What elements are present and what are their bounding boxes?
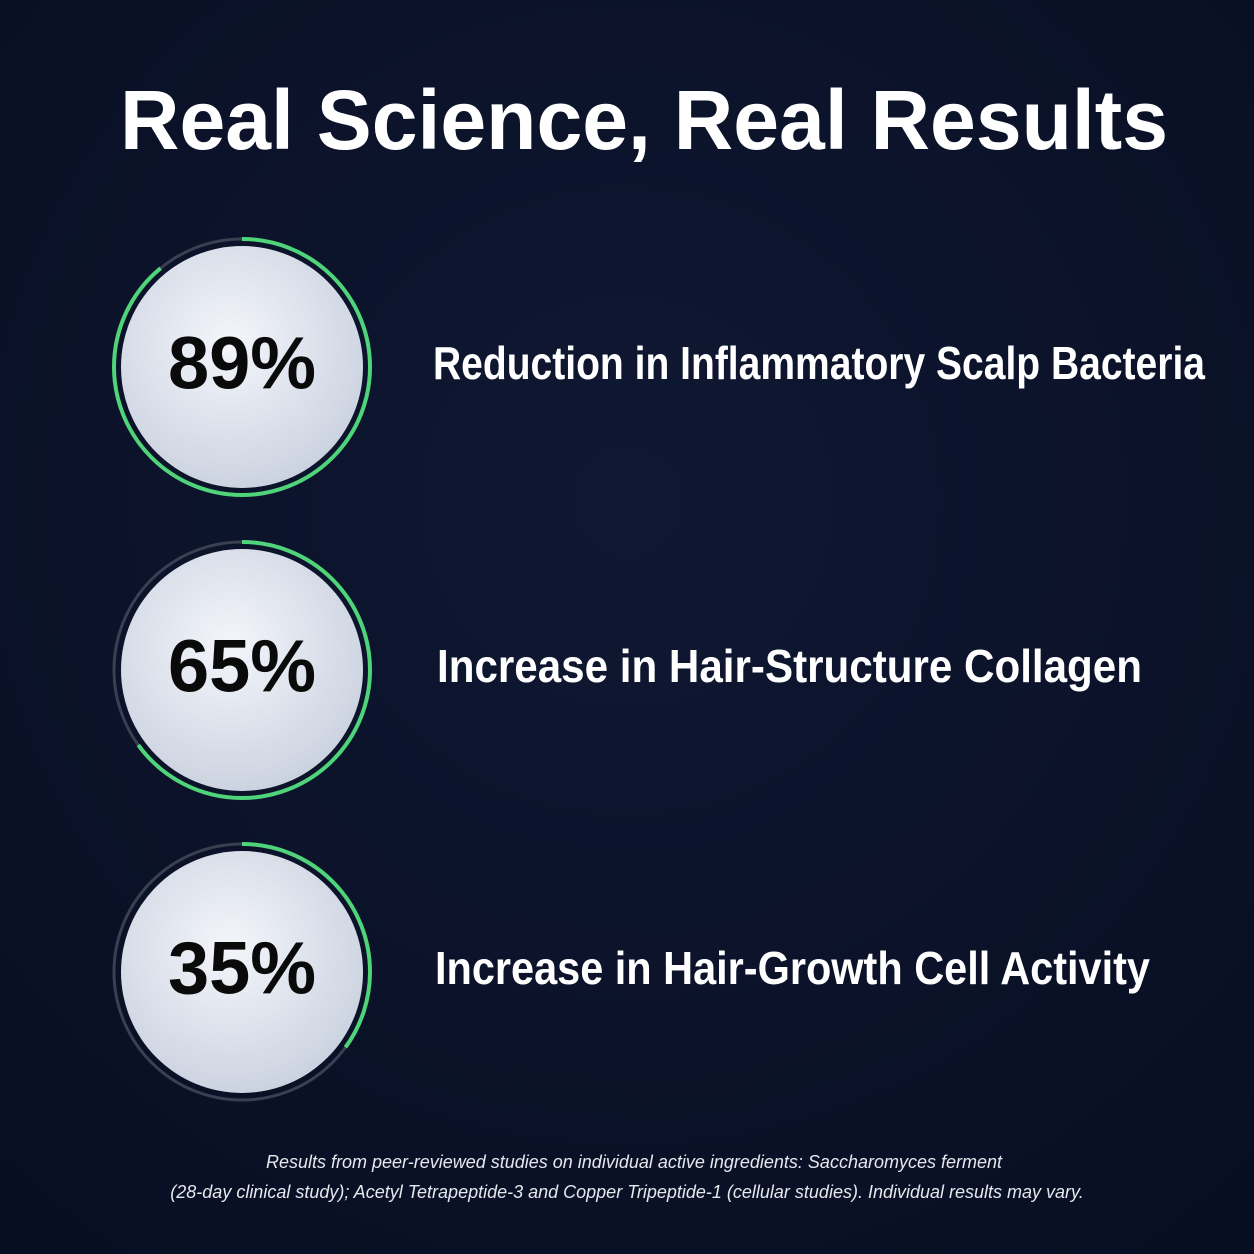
stat-label: Reduction in Inflammatory Scalp Bacteria [433,337,1205,389]
footnote-line: (28-day clinical study); Acetyl Tetrapep… [170,1182,1083,1202]
title: Real Science, Real Results [120,73,1168,167]
stat-disc [121,851,363,1093]
progress-arc [112,842,372,1102]
progress-arc [112,237,372,497]
stat-value: 35% [168,927,316,1010]
stat-disc [121,549,363,791]
stat-label: Increase in Hair-Growth Cell Activity [435,942,1150,994]
footnote-line: Results from peer-reviewed studies on in… [266,1152,1003,1172]
stat-label: Increase in Hair-Structure Collagen [437,640,1142,692]
stat-value: 65% [168,625,316,708]
progress-arc [112,540,372,800]
stats: 89% Reduction in Inflammatory Scalp Bacte… [112,237,1205,1102]
stat-value: 89% [168,322,316,405]
stat-disc [121,246,363,488]
